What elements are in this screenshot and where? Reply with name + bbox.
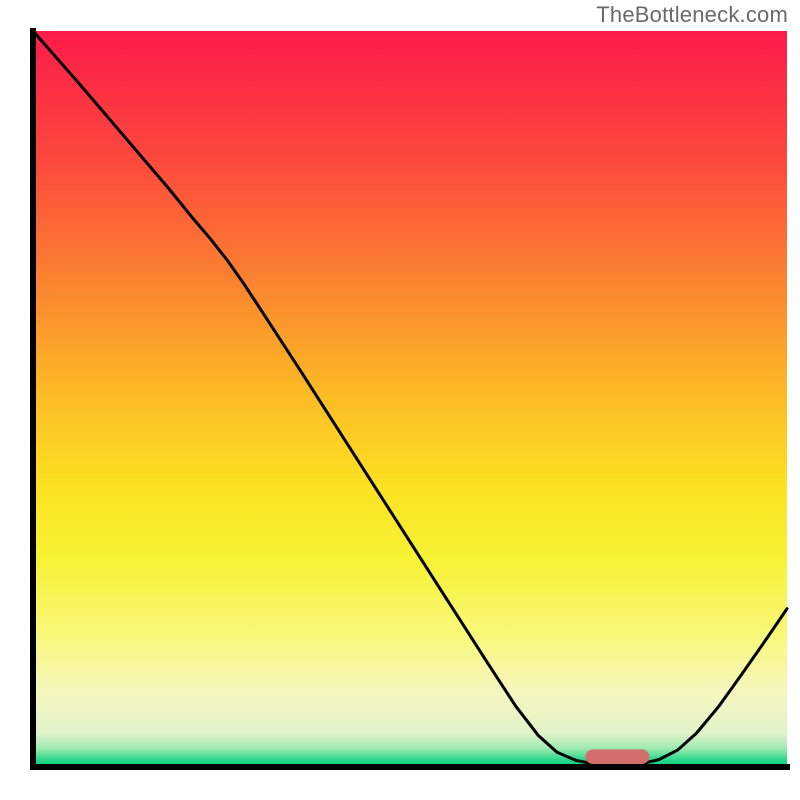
bottleneck-chart [0,0,800,800]
optimal-marker [585,749,649,764]
plot-gradient-background [33,31,787,767]
plot-area-group [30,28,790,770]
watermark-text: TheBottleneck.com [596,2,788,28]
figure-container: TheBottleneck.com [0,0,800,800]
